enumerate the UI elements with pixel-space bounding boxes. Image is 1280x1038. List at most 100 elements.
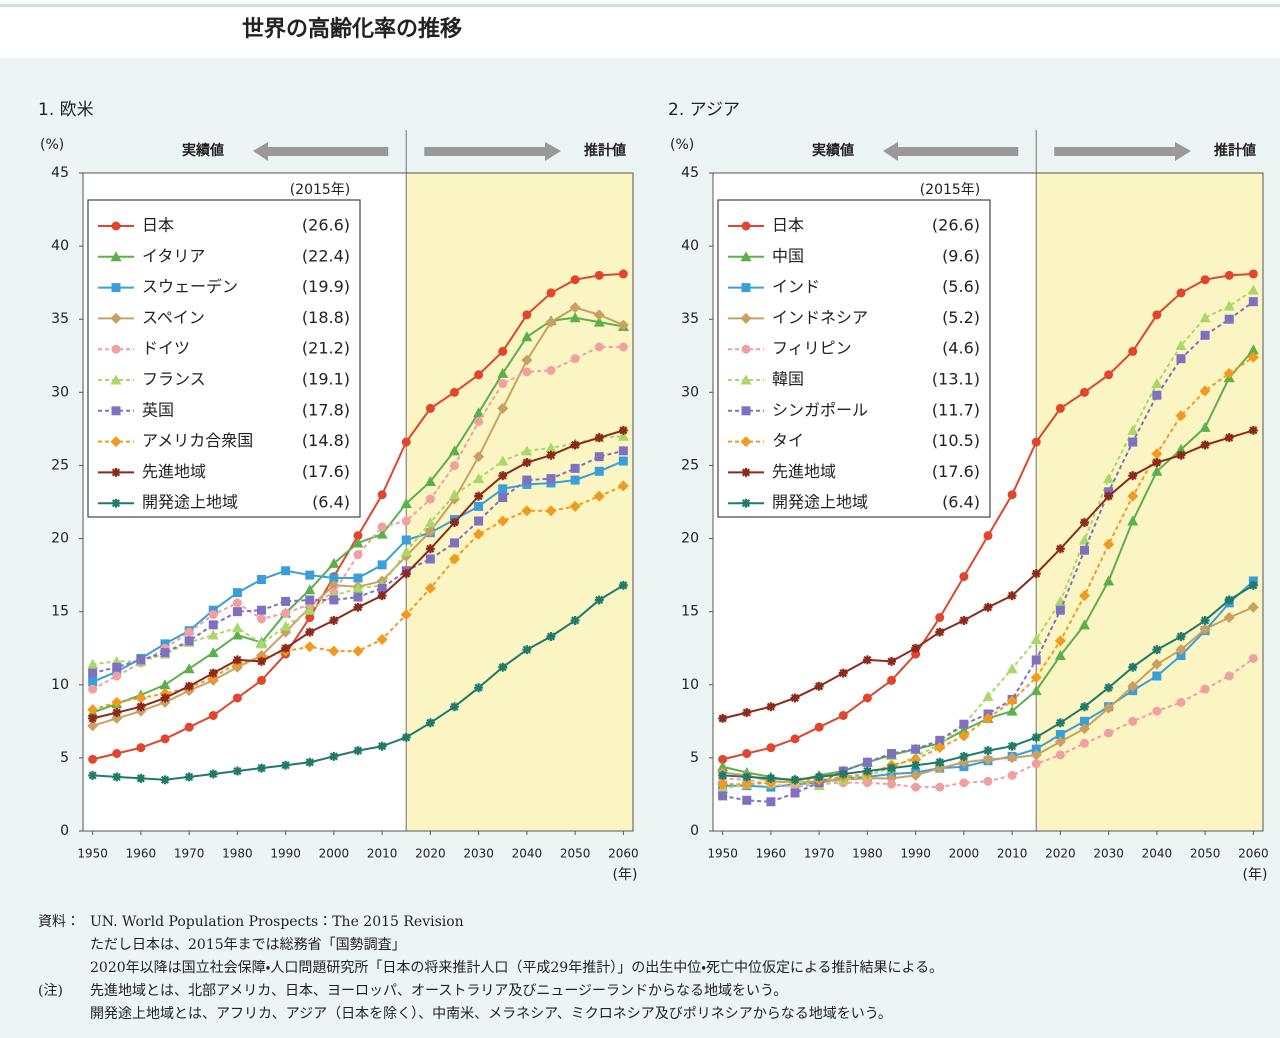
marker — [1247, 601, 1259, 613]
marker — [208, 710, 218, 720]
marker — [741, 221, 751, 231]
marker — [1247, 344, 1259, 355]
marker — [1079, 545, 1089, 555]
marker — [1104, 728, 1114, 738]
x-tick-label: 1990 — [900, 847, 931, 861]
marker — [1030, 685, 1042, 696]
marker — [111, 696, 123, 708]
arrow-left — [253, 142, 389, 161]
marker — [160, 775, 170, 785]
marker — [498, 379, 508, 389]
marker — [159, 679, 171, 690]
marker — [546, 365, 556, 375]
marker — [911, 782, 921, 792]
marker — [1248, 297, 1258, 307]
legend-label: 日本 — [772, 216, 804, 235]
marker — [741, 406, 751, 416]
marker — [160, 734, 170, 744]
marker — [1175, 340, 1187, 351]
marker — [545, 316, 557, 328]
x-tick-label: 2040 — [1142, 847, 1173, 861]
marker — [112, 671, 122, 681]
marker — [935, 735, 945, 745]
marker — [473, 528, 485, 540]
projection-shade — [406, 173, 633, 831]
marker — [741, 498, 751, 508]
marker — [1078, 723, 1090, 735]
marker — [474, 516, 484, 526]
marker — [328, 645, 340, 657]
marker — [1104, 683, 1114, 693]
marker — [88, 677, 98, 687]
marker — [718, 713, 728, 723]
y-tick-label: 30 — [51, 384, 69, 400]
marker — [448, 553, 460, 565]
marker — [88, 754, 98, 764]
marker — [570, 475, 580, 485]
marker — [838, 769, 848, 779]
marker — [593, 309, 605, 321]
legend-label: イタリア — [142, 246, 205, 265]
marker — [1248, 425, 1258, 435]
marker — [958, 724, 970, 735]
marker — [1151, 658, 1163, 670]
marker — [257, 675, 267, 685]
marker — [1127, 490, 1139, 502]
marker — [717, 778, 729, 790]
marker — [1247, 351, 1259, 363]
marker — [111, 283, 121, 293]
marker — [1199, 312, 1211, 323]
marker — [353, 573, 363, 583]
marker — [87, 658, 99, 669]
x-unit: (年) — [1243, 867, 1268, 883]
marker — [790, 734, 800, 744]
marker — [474, 491, 484, 501]
legend-value: (9.6) — [942, 246, 980, 265]
marker — [545, 505, 557, 517]
marker — [935, 782, 945, 792]
y-tick-label: 0 — [690, 823, 699, 839]
marker — [570, 463, 580, 473]
marker — [498, 346, 508, 356]
marker — [1224, 671, 1234, 681]
y-tick-label: 25 — [681, 457, 699, 473]
legend-label: スウェーデン — [142, 277, 238, 296]
y-tick-label: 40 — [51, 238, 69, 254]
marker — [1103, 473, 1115, 484]
marker — [522, 645, 532, 655]
marker — [231, 622, 243, 633]
marker — [593, 316, 605, 327]
marker — [1030, 671, 1042, 683]
legend-label: シンガポール — [772, 400, 868, 419]
arrow-right — [424, 142, 561, 161]
legend-header: (2015年) — [920, 182, 981, 198]
legend-value: (26.6) — [932, 216, 980, 235]
marker — [1200, 684, 1210, 694]
note-line: 開発途上地域とは、アフリカ、アジア（日本を除く）、中南米、メラネシア、ミクロネシ… — [90, 1006, 892, 1022]
y-tick-label: 5 — [690, 750, 699, 766]
x-tick-label: 1970 — [804, 847, 835, 861]
marker — [911, 760, 921, 770]
marker — [87, 704, 99, 716]
legend-label: 日本 — [142, 216, 174, 235]
marker — [887, 656, 897, 666]
x-tick-label: 2010 — [367, 847, 398, 861]
marker — [1054, 635, 1066, 647]
marker — [474, 370, 484, 380]
marker — [910, 769, 922, 781]
marker — [718, 770, 728, 780]
marker — [425, 718, 435, 728]
marker — [887, 763, 897, 773]
marker — [521, 505, 533, 517]
marker — [184, 681, 194, 691]
marker — [717, 761, 729, 772]
marker — [424, 476, 436, 487]
legend-value: (14.8) — [302, 431, 350, 450]
marker — [1078, 619, 1090, 630]
marker — [814, 722, 824, 732]
marker — [935, 627, 945, 637]
marker — [88, 770, 98, 780]
marker — [617, 430, 629, 441]
marker — [110, 251, 122, 262]
